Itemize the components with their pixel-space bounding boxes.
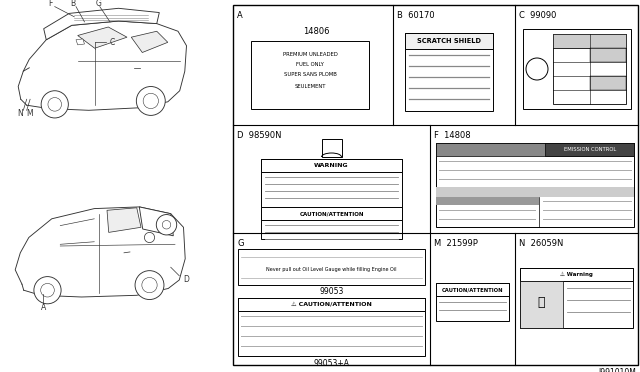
Circle shape: [163, 221, 171, 229]
Bar: [520, 281, 563, 328]
Bar: [553, 34, 626, 104]
Bar: [589, 48, 626, 62]
Bar: [520, 268, 633, 328]
Bar: [321, 139, 342, 157]
Bar: [436, 197, 539, 205]
Bar: [436, 187, 634, 197]
Text: SCRATCH SHIELD: SCRATCH SHIELD: [417, 38, 481, 44]
Bar: [436, 143, 634, 227]
Circle shape: [41, 91, 68, 118]
Text: C  99090: C 99090: [519, 11, 556, 20]
Text: D  98590N: D 98590N: [237, 131, 282, 140]
Text: SEULEMENT: SEULEMENT: [294, 84, 326, 90]
Bar: [251, 41, 369, 109]
Text: A: A: [237, 11, 243, 20]
Bar: [436, 283, 509, 321]
Circle shape: [48, 97, 61, 111]
Text: M: M: [26, 109, 33, 118]
Text: C: C: [110, 38, 115, 47]
Polygon shape: [77, 27, 127, 48]
Text: N: N: [17, 109, 23, 118]
Bar: [436, 283, 509, 296]
Bar: [233, 5, 638, 365]
Text: B: B: [70, 0, 75, 8]
Polygon shape: [140, 207, 173, 236]
Text: SUPER SANS PLOMB: SUPER SANS PLOMB: [284, 73, 337, 77]
Bar: [436, 143, 634, 156]
Text: F: F: [48, 0, 52, 8]
Text: FUEL ONLY: FUEL ONLY: [296, 62, 324, 67]
Circle shape: [34, 277, 61, 304]
Bar: [238, 298, 425, 311]
Text: G: G: [95, 0, 101, 8]
Polygon shape: [76, 39, 84, 45]
Text: EMISSION CONTROL: EMISSION CONTROL: [564, 147, 616, 152]
Polygon shape: [107, 208, 141, 232]
Polygon shape: [44, 8, 159, 40]
Bar: [405, 33, 493, 49]
Text: 🚗: 🚗: [538, 296, 545, 310]
Text: CAUTION/ATTENTION: CAUTION/ATTENTION: [442, 287, 503, 292]
Bar: [238, 249, 425, 285]
Bar: [520, 268, 633, 281]
Bar: [261, 159, 402, 239]
Circle shape: [142, 278, 157, 293]
Text: PREMIUM UNLEADED: PREMIUM UNLEADED: [283, 52, 337, 58]
Polygon shape: [131, 31, 168, 52]
Bar: [545, 143, 634, 156]
Bar: [523, 29, 631, 109]
Circle shape: [136, 87, 165, 115]
Text: CAUTION/ATTENTION: CAUTION/ATTENTION: [300, 211, 364, 216]
Text: 14806: 14806: [303, 26, 330, 35]
Text: B  60170: B 60170: [397, 11, 435, 20]
Circle shape: [145, 232, 155, 243]
Text: D: D: [184, 276, 189, 285]
Text: F  14808: F 14808: [434, 131, 470, 140]
Bar: [261, 159, 402, 172]
Text: 99053+A: 99053+A: [314, 359, 349, 368]
Circle shape: [156, 215, 177, 235]
Bar: [405, 33, 493, 111]
Bar: [553, 34, 626, 48]
Bar: [238, 298, 425, 356]
Circle shape: [41, 283, 54, 297]
Text: WARNING: WARNING: [314, 163, 349, 168]
Text: Never pull out Oil Level Gauge while filling Engine Oil: Never pull out Oil Level Gauge while fil…: [266, 266, 397, 272]
Text: J991010M: J991010M: [598, 368, 636, 372]
Circle shape: [526, 58, 548, 80]
Circle shape: [143, 93, 159, 109]
Bar: [589, 76, 626, 90]
Text: N  26059N: N 26059N: [519, 239, 563, 248]
Circle shape: [135, 271, 164, 299]
Bar: [261, 207, 402, 220]
Text: M  21599P: M 21599P: [434, 239, 478, 248]
Text: G: G: [237, 239, 243, 248]
Text: 99053: 99053: [319, 286, 344, 295]
Text: A: A: [40, 303, 46, 312]
Text: ⚠ Warning: ⚠ Warning: [560, 272, 593, 277]
Text: ⚠ CAUTION/ATTENTION: ⚠ CAUTION/ATTENTION: [291, 302, 372, 307]
